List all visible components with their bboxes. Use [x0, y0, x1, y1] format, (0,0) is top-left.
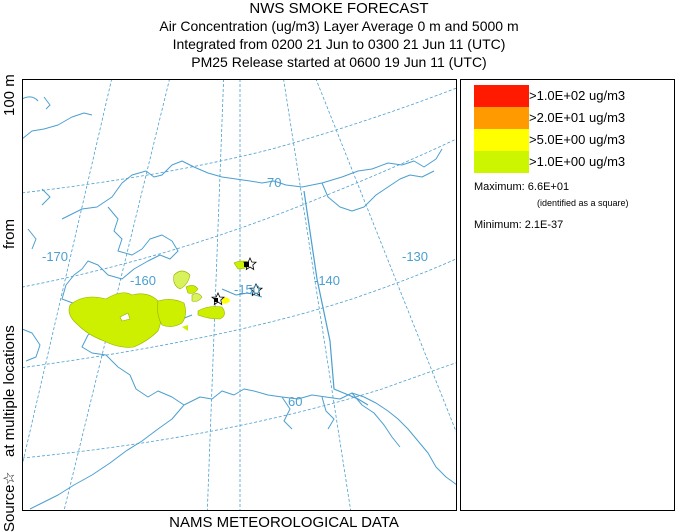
legend-entry: >5.0E+00 ug/m3	[474, 129, 662, 151]
plume-fragment	[182, 325, 188, 331]
legend-swatch	[474, 151, 529, 173]
lat-label: 70	[267, 175, 281, 190]
legend-label: >1.0E+02 ug/m3	[529, 88, 626, 103]
latitude-line	[22, 258, 457, 369]
minimum-value: Minimum: 2.1E-37	[474, 219, 564, 231]
plume-fragment	[214, 298, 218, 302]
plume-segment	[173, 270, 191, 290]
map-frame	[22, 79, 457, 511]
lon-label: -130	[402, 249, 428, 264]
maximum-note: (identified as a square)	[537, 198, 629, 208]
legend-panel: >1.0E+02 ug/m3 >2.0E+01 ug/m3 >5.0E+00 u…	[460, 79, 675, 511]
plume-hole	[119, 312, 131, 322]
lon-label: -140	[314, 273, 340, 288]
release-height: 100 m	[1, 74, 18, 116]
graticule	[22, 79, 457, 511]
coast-segment	[27, 188, 51, 250]
source-label: Source ☆ at multiple locations from 100 …	[0, 62, 20, 532]
latitude-line	[22, 362, 457, 459]
coast-segment	[29, 404, 185, 510]
plume-fragment	[222, 297, 230, 304]
coast-segment	[281, 396, 335, 430]
lon-label: -150	[234, 282, 260, 297]
lat-label: 60	[288, 394, 302, 409]
graticule-labels: -170 -160 -150 -140 -130 70 60	[42, 175, 428, 409]
legend-label: >2.0E+01 ug/m3	[529, 110, 626, 125]
smoke-plume	[68, 260, 253, 348]
legend-label: >5.0E+00 ug/m3	[529, 132, 626, 147]
legend-entry: >1.0E+00 ug/m3	[474, 151, 662, 173]
star-symbol: ☆	[1, 471, 18, 485]
coast-segment	[22, 96, 51, 110]
coast-segment	[401, 148, 443, 168]
longitude-line	[22, 79, 113, 468]
legend-label: >1.0E+00 ug/m3	[529, 154, 626, 169]
coast-segment	[65, 206, 179, 286]
legend-entry: >2.0E+01 ug/m3	[474, 107, 662, 129]
legend-swatch	[474, 85, 529, 107]
lon-label: -160	[130, 273, 156, 288]
coast-segment	[61, 160, 403, 220]
legend-entry: >1.0E+02 ug/m3	[474, 85, 662, 107]
at-multiple-locations: at multiple locations	[1, 325, 18, 457]
subtitle-release: PM25 Release started at 0600 19 Jun 11 (…	[191, 54, 487, 70]
map-title: NWS SMOKE FORECAST	[249, 0, 429, 17]
source-star	[248, 283, 264, 297]
legend-swatch	[474, 107, 529, 129]
longitude-line	[206, 79, 225, 511]
coast-segment	[183, 388, 457, 486]
longitude-line	[283, 79, 352, 511]
from-word: from	[1, 219, 18, 249]
coast-segment	[351, 392, 401, 448]
subtitle-integration: Integrated from 0200 21 Jun to 0300 21 J…	[172, 36, 506, 52]
border-line	[303, 190, 369, 406]
legend-swatch	[474, 129, 529, 151]
coast-segment	[321, 170, 435, 212]
maximum-value: Maximum: 6.6E+01	[474, 181, 570, 193]
latitude-line	[22, 138, 457, 288]
map-panel: -170 -160 -150 -140 -130 70 60	[22, 79, 457, 511]
plume-segment	[197, 306, 225, 320]
lon-label: -170	[42, 249, 68, 264]
latitude-line	[22, 87, 457, 194]
subtitle-concentration: Air Concentration (ug/m3) Layer Average …	[159, 18, 519, 34]
coast-segment	[22, 112, 93, 140]
footer-label: NAMS METEOROLOGICAL DATA	[169, 514, 399, 531]
plume-segment	[185, 285, 199, 294]
plume-segment	[157, 299, 186, 327]
coast-segment	[22, 328, 41, 362]
plume-segment	[191, 293, 203, 302]
coast-segment	[221, 288, 263, 298]
coastline	[22, 96, 457, 510]
plume-main	[68, 292, 162, 348]
maximum-square	[244, 262, 249, 267]
